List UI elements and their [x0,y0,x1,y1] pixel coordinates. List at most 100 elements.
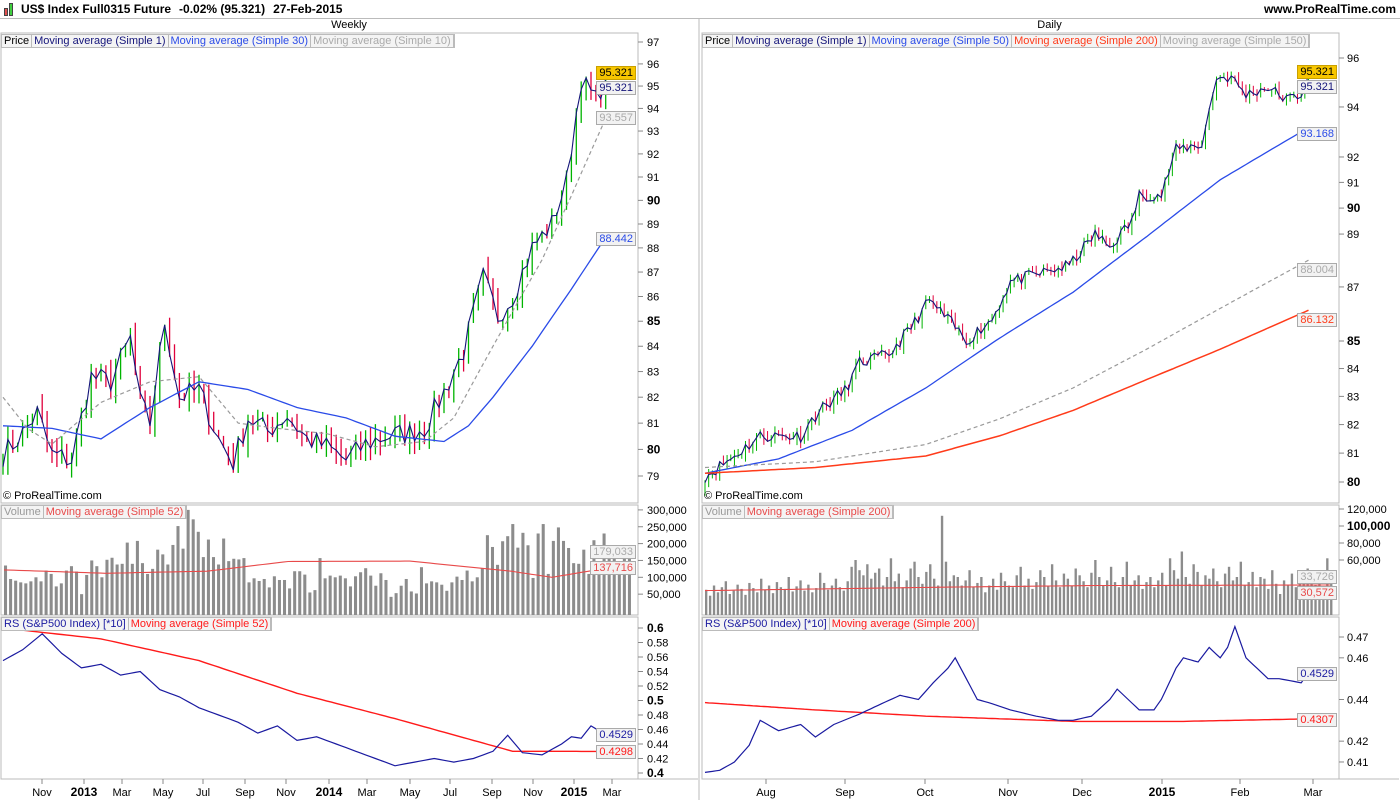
legend-ma200[interactable]: Moving average (Simple 200) [1012,35,1161,47]
daily-ma50-line [704,127,1309,474]
volume-bar [308,592,312,615]
volume-bar [450,582,454,615]
volume-bar [1278,594,1282,615]
volume-bar [1176,578,1180,615]
volume-bar [541,524,545,615]
volume-bar [1027,578,1030,615]
volume-bar [791,591,794,615]
volume-bar [1035,582,1038,615]
volume-bar [862,575,865,615]
volume-bar [64,570,68,615]
volume-bar [506,536,510,615]
legend-ma150[interactable]: Moving average (Simple 150) [1161,35,1310,47]
rs-tick-label: 0.46 [1347,653,1368,665]
volume-bar [1125,561,1129,615]
volume-bar [1141,588,1144,615]
daily-volume-ma-tag: 30,572 [1297,586,1337,600]
volume-bar [480,568,484,615]
volume-bar [1082,581,1085,615]
legend-ma1[interactable]: Moving average (Simple 1) [733,35,870,47]
legend-rs-ma[interactable]: Moving average (Simple 200) [830,618,979,630]
volume-bar [318,558,322,615]
volume-bar [622,557,626,615]
volume-bar [227,561,231,615]
volume-bar [1223,573,1227,615]
volume-bar [85,574,89,615]
volume-bar [980,577,983,615]
daily-ma200-line [704,309,1309,475]
volume-bar [917,577,920,615]
volume-bar [440,584,444,615]
volume-bar [465,570,469,615]
volume-bar [39,581,43,615]
volume-bar [282,579,287,615]
volume-bar [1039,570,1042,615]
volume-bar [1062,573,1066,615]
volume-bar [795,586,798,615]
chart-header: US$ Index Full0315 Future -0.02% (95.321… [0,0,1400,19]
legend-volume[interactable]: Volume [703,506,745,518]
daily-title: Daily [1037,19,1062,31]
volume-bar [252,578,256,615]
rs-tick-label: 0.47 [1347,632,1368,644]
x-tick-label: Mar [113,787,132,799]
volume-bar [425,583,429,615]
volume-bar [272,576,276,615]
price-tick-label: 97 [647,37,659,49]
volume-bar [516,547,520,615]
daily-rs-tag: 0.4529 [1297,667,1337,681]
rs-tick-label: 0.44 [1347,694,1368,706]
daily-price-legend: Price Moving average (Simple 1) Moving a… [702,34,1311,48]
volume-bar [419,567,423,615]
volume-bar [775,582,779,615]
volume-bar [846,581,849,615]
legend-rs[interactable]: RS (S&P500 Index) [*10] [2,618,129,630]
x-tick-label: 2015 [561,785,588,799]
price-tick-label: 90 [1347,201,1361,215]
legend-volume-ma[interactable]: Moving average (Simple 52) [44,506,187,518]
volume-bar [80,594,84,615]
legend-price[interactable]: Price [2,35,33,47]
volume-bar [501,541,505,615]
volume-bar [976,582,979,615]
price-tick-label: 92 [647,149,659,161]
volume-bar [1255,587,1258,615]
daily-ma1-tag: 95.321 [1297,80,1337,94]
legend-volume[interactable]: Volume [2,506,44,518]
x-tick-label: Mar [1304,787,1323,799]
weekly-volume-tag: 179,033 [590,545,636,559]
legend-ma30[interactable]: Moving average (Simple 30) [169,35,312,47]
volume-bar [1066,578,1070,615]
legend-ma1[interactable]: Moving average (Simple 1) [32,35,169,47]
legend-ma10[interactable]: Moving average (Simple 10) [311,35,454,47]
volume-bar [1149,577,1152,615]
volume-bar [161,554,165,615]
volume-bar [767,585,771,615]
volume-bar [1015,575,1018,615]
volume-bar [75,571,79,615]
volume-bar [338,575,342,615]
volume-bar [877,568,881,615]
x-tick-label: Sep [835,787,855,799]
site-link[interactable]: www.ProRealTime.com [1263,2,1396,16]
legend-ma50[interactable]: Moving average (Simple 50) [870,35,1013,47]
volume-tick-label: 200,000 [647,539,687,551]
volume-bar [1019,566,1022,615]
volume-tick-label: 300,000 [647,505,687,517]
volume-bar [803,590,806,615]
volume-bar [617,563,621,615]
legend-rs[interactable]: RS (S&P500 Index) [*10] [703,618,830,630]
x-tick-label: May [153,787,174,799]
rs-tick-label: 0.46 [647,725,668,737]
price-tick-label: 94 [1347,102,1359,114]
price-tick-label: 90 [647,193,661,207]
volume-bar [110,557,114,615]
volume-bar [870,578,873,615]
volume-bar [267,587,271,615]
legend-rs-ma[interactable]: Moving average (Simple 52) [129,618,272,630]
legend-price[interactable]: Price [703,35,734,47]
volume-bar [952,575,956,615]
volume-bar [470,581,474,615]
legend-volume-ma[interactable]: Moving average (Simple 200) [745,506,894,518]
